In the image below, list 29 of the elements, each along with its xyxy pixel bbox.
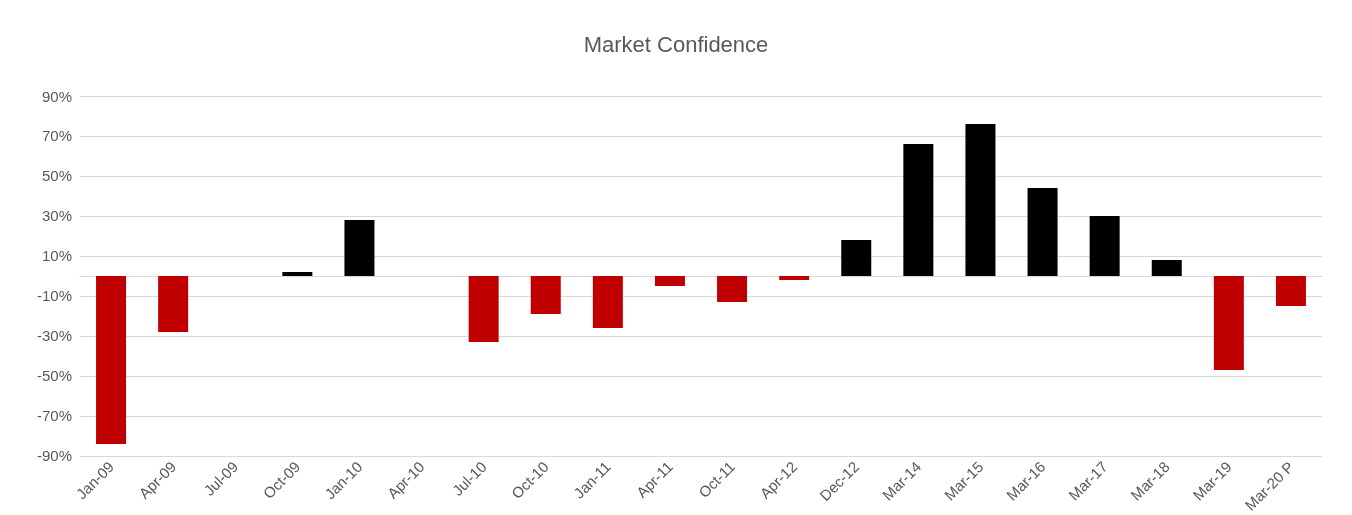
bar [530,275,561,314]
bar [96,275,127,444]
y-tick-label: 90% [41,87,72,105]
bar [717,275,748,302]
bar [965,124,996,276]
y-tick-label: -30% [36,327,72,345]
bar [282,271,313,276]
bar [1027,187,1058,276]
y-tick-label: 70% [41,127,72,145]
bar [841,239,872,276]
bar [592,275,623,328]
y-tick-label: -90% [36,447,72,465]
bar [1275,275,1306,306]
bar [1213,275,1244,370]
y-tick-label: -50% [36,367,72,385]
y-tick-label: 50% [41,167,72,185]
chart-title: Market Confidence [583,31,769,57]
bar [158,275,189,332]
bar [903,143,934,276]
bar [654,275,685,286]
bar [344,219,375,276]
bar [468,275,499,342]
y-tick-label: -70% [36,407,72,425]
bar [779,275,810,280]
bar [1151,259,1182,276]
y-tick-label: 30% [41,207,72,225]
y-tick-label: -10% [36,287,72,305]
bar [1089,215,1120,276]
y-tick-label: 10% [41,247,72,265]
